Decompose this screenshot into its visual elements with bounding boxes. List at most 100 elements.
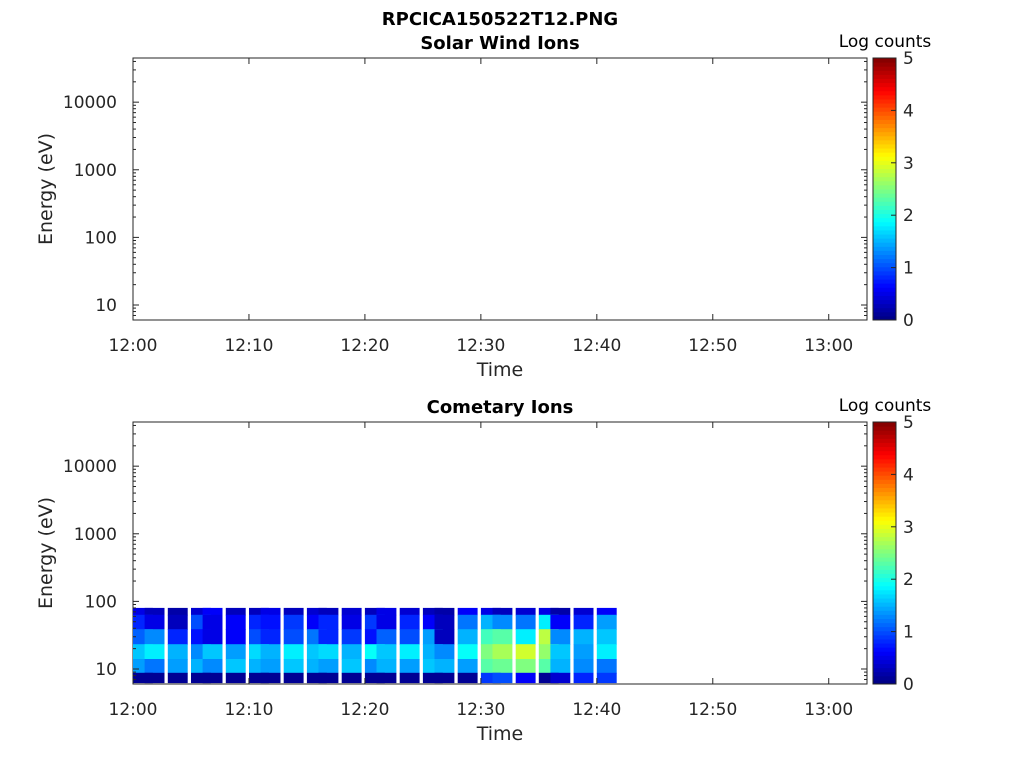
colorbar-tick-label: 2 [903, 206, 914, 226]
colorbar: 0 1 2 3 4 5 [872, 49, 914, 331]
heatmap-cell [550, 607, 571, 616]
heatmap-cell [399, 644, 420, 660]
colorbar-segment [873, 189, 896, 194]
colorbar-segment [873, 593, 896, 599]
colorbar-segment [873, 58, 896, 63]
heatmap-cell [202, 644, 223, 660]
heatmap-cell [434, 644, 455, 660]
colorbar-segment [873, 471, 896, 476]
colorbar-segment [873, 614, 896, 619]
colorbar-segment [873, 520, 896, 525]
colorbar-segment [873, 569, 896, 574]
colorbar-segment [873, 250, 896, 255]
colorbar-segment [873, 479, 896, 484]
heatmap-cell [399, 629, 420, 645]
heatmap-cell [318, 614, 339, 630]
heatmap-cell [318, 644, 339, 660]
colorbar-segment [873, 279, 896, 284]
heatmap-cell [283, 672, 304, 684]
heatmap-cell [422, 672, 443, 684]
colorbar-segment [873, 585, 896, 591]
y-tick-label: 1000 [74, 525, 117, 545]
colorbar-segment [873, 66, 896, 71]
y-tick-label: 10 [95, 296, 117, 316]
colorbar-segment [873, 655, 896, 660]
heatmap-cell [318, 659, 339, 674]
heatmap-cell [202, 629, 223, 645]
y-tick-label: 10000 [63, 457, 117, 477]
heatmap-cell [515, 672, 536, 684]
x-tick-label: 12:50 [688, 336, 737, 356]
colorbar-segment [873, 491, 896, 497]
heatmap-cell [515, 629, 536, 645]
colorbar-segment [873, 475, 896, 480]
colorbar-segment [873, 618, 896, 624]
colorbar-segment [873, 512, 896, 517]
colorbar-segment [873, 507, 896, 513]
colorbar-segment [873, 205, 896, 210]
heatmap-cell [225, 659, 246, 674]
heatmap-cell [283, 607, 304, 616]
heatmap-cell [596, 614, 617, 630]
colorbar-segment [873, 201, 896, 206]
colorbar-tick-label: 4 [903, 465, 914, 485]
heatmap-cell [596, 644, 617, 660]
colorbar-segment [873, 103, 896, 108]
heatmap-cell [573, 614, 594, 630]
heatmap-cell [144, 607, 165, 616]
heatmap-cell [515, 614, 536, 630]
figure-title: RPCICA150522T12.PNG [382, 9, 618, 30]
colorbar-segment [873, 152, 896, 157]
heatmap-cell [167, 607, 188, 616]
colorbar-segment [873, 598, 896, 603]
colorbar-segment [873, 430, 896, 435]
heatmap-cell [399, 607, 420, 616]
heatmap-cell [341, 672, 362, 684]
colorbar-segment [873, 495, 896, 501]
colorbar-segment [873, 422, 896, 427]
heatmap-cell [341, 607, 362, 616]
heatmap-cell [492, 644, 513, 660]
colorbar-segment [873, 442, 896, 448]
heatmap-cell [399, 659, 420, 674]
x-tick-label: 13:00 [804, 336, 853, 356]
heatmap-cell [202, 659, 223, 674]
colorbar-segment [873, 450, 896, 456]
colorbar-segment [873, 516, 896, 521]
colorbar-segment [873, 180, 896, 186]
colorbar-segment [873, 139, 896, 145]
colorbar-segment [873, 295, 896, 301]
y-tick-label: 1000 [74, 161, 117, 181]
heatmap-cell [144, 644, 165, 660]
heatmap-cell [457, 614, 478, 630]
panel-title: Cometary Ions [427, 397, 574, 418]
heatmap-cell [399, 672, 420, 684]
colorbar-segment [873, 135, 896, 141]
colorbar-segment [873, 119, 896, 124]
colorbar-segment [873, 679, 896, 685]
heatmap-cell [202, 672, 223, 684]
heatmap-cell [596, 607, 617, 616]
colorbar-segment [873, 426, 896, 431]
colorbar-segment [873, 454, 896, 460]
colorbar-segment [873, 606, 896, 611]
heatmap-cell [260, 644, 281, 660]
colorbar-segment [873, 532, 896, 538]
heatmap-cell [318, 629, 339, 645]
heatmap-cell [422, 607, 443, 616]
heatmap-cell [492, 614, 513, 630]
heatmap-cell [364, 672, 385, 684]
colorbar-segment [873, 671, 896, 677]
colorbar-segment [873, 622, 896, 628]
x-tick-label: 12:30 [456, 336, 505, 356]
colorbar-segment [873, 70, 896, 75]
colorbar-segment [873, 647, 896, 652]
heatmap-cell [144, 672, 165, 684]
colorbar-segment [873, 213, 896, 219]
heatmap-cell [457, 672, 478, 684]
colorbar-segment [873, 156, 896, 161]
colorbar-tick-label: 5 [903, 413, 914, 433]
heatmap-cell [457, 607, 478, 616]
colorbar-segment [873, 561, 896, 566]
colorbar-segment [873, 675, 896, 681]
